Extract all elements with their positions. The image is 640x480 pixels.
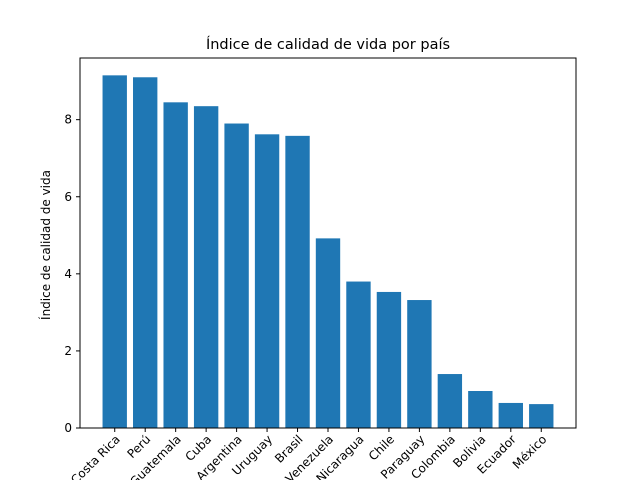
bar (133, 77, 158, 428)
plot-frame (79, 57, 577, 429)
y-tick-label: 0 (64, 421, 72, 435)
y-tick-label: 6 (64, 190, 72, 204)
bar (285, 135, 310, 428)
bar (407, 300, 432, 428)
bar (346, 281, 371, 428)
bar (315, 238, 341, 428)
bar (254, 134, 280, 428)
chart-title: Índice de calidad de vida por país (206, 36, 450, 53)
x-tick-label: México (510, 432, 550, 472)
bar (102, 75, 127, 428)
x-tick-label: Costa Rica (68, 432, 123, 480)
bar (437, 374, 463, 428)
bar (529, 404, 554, 428)
y-tick-label: 8 (64, 113, 72, 127)
bar (376, 291, 402, 428)
bar (224, 123, 249, 428)
bar (193, 106, 219, 428)
bar (163, 102, 188, 429)
bar (468, 391, 493, 428)
y-tick-label: 2 (64, 344, 72, 358)
bar (498, 402, 523, 428)
y-tick-label: 4 (64, 267, 72, 281)
y-axis-label: Índice de calidad de vida (38, 170, 53, 320)
